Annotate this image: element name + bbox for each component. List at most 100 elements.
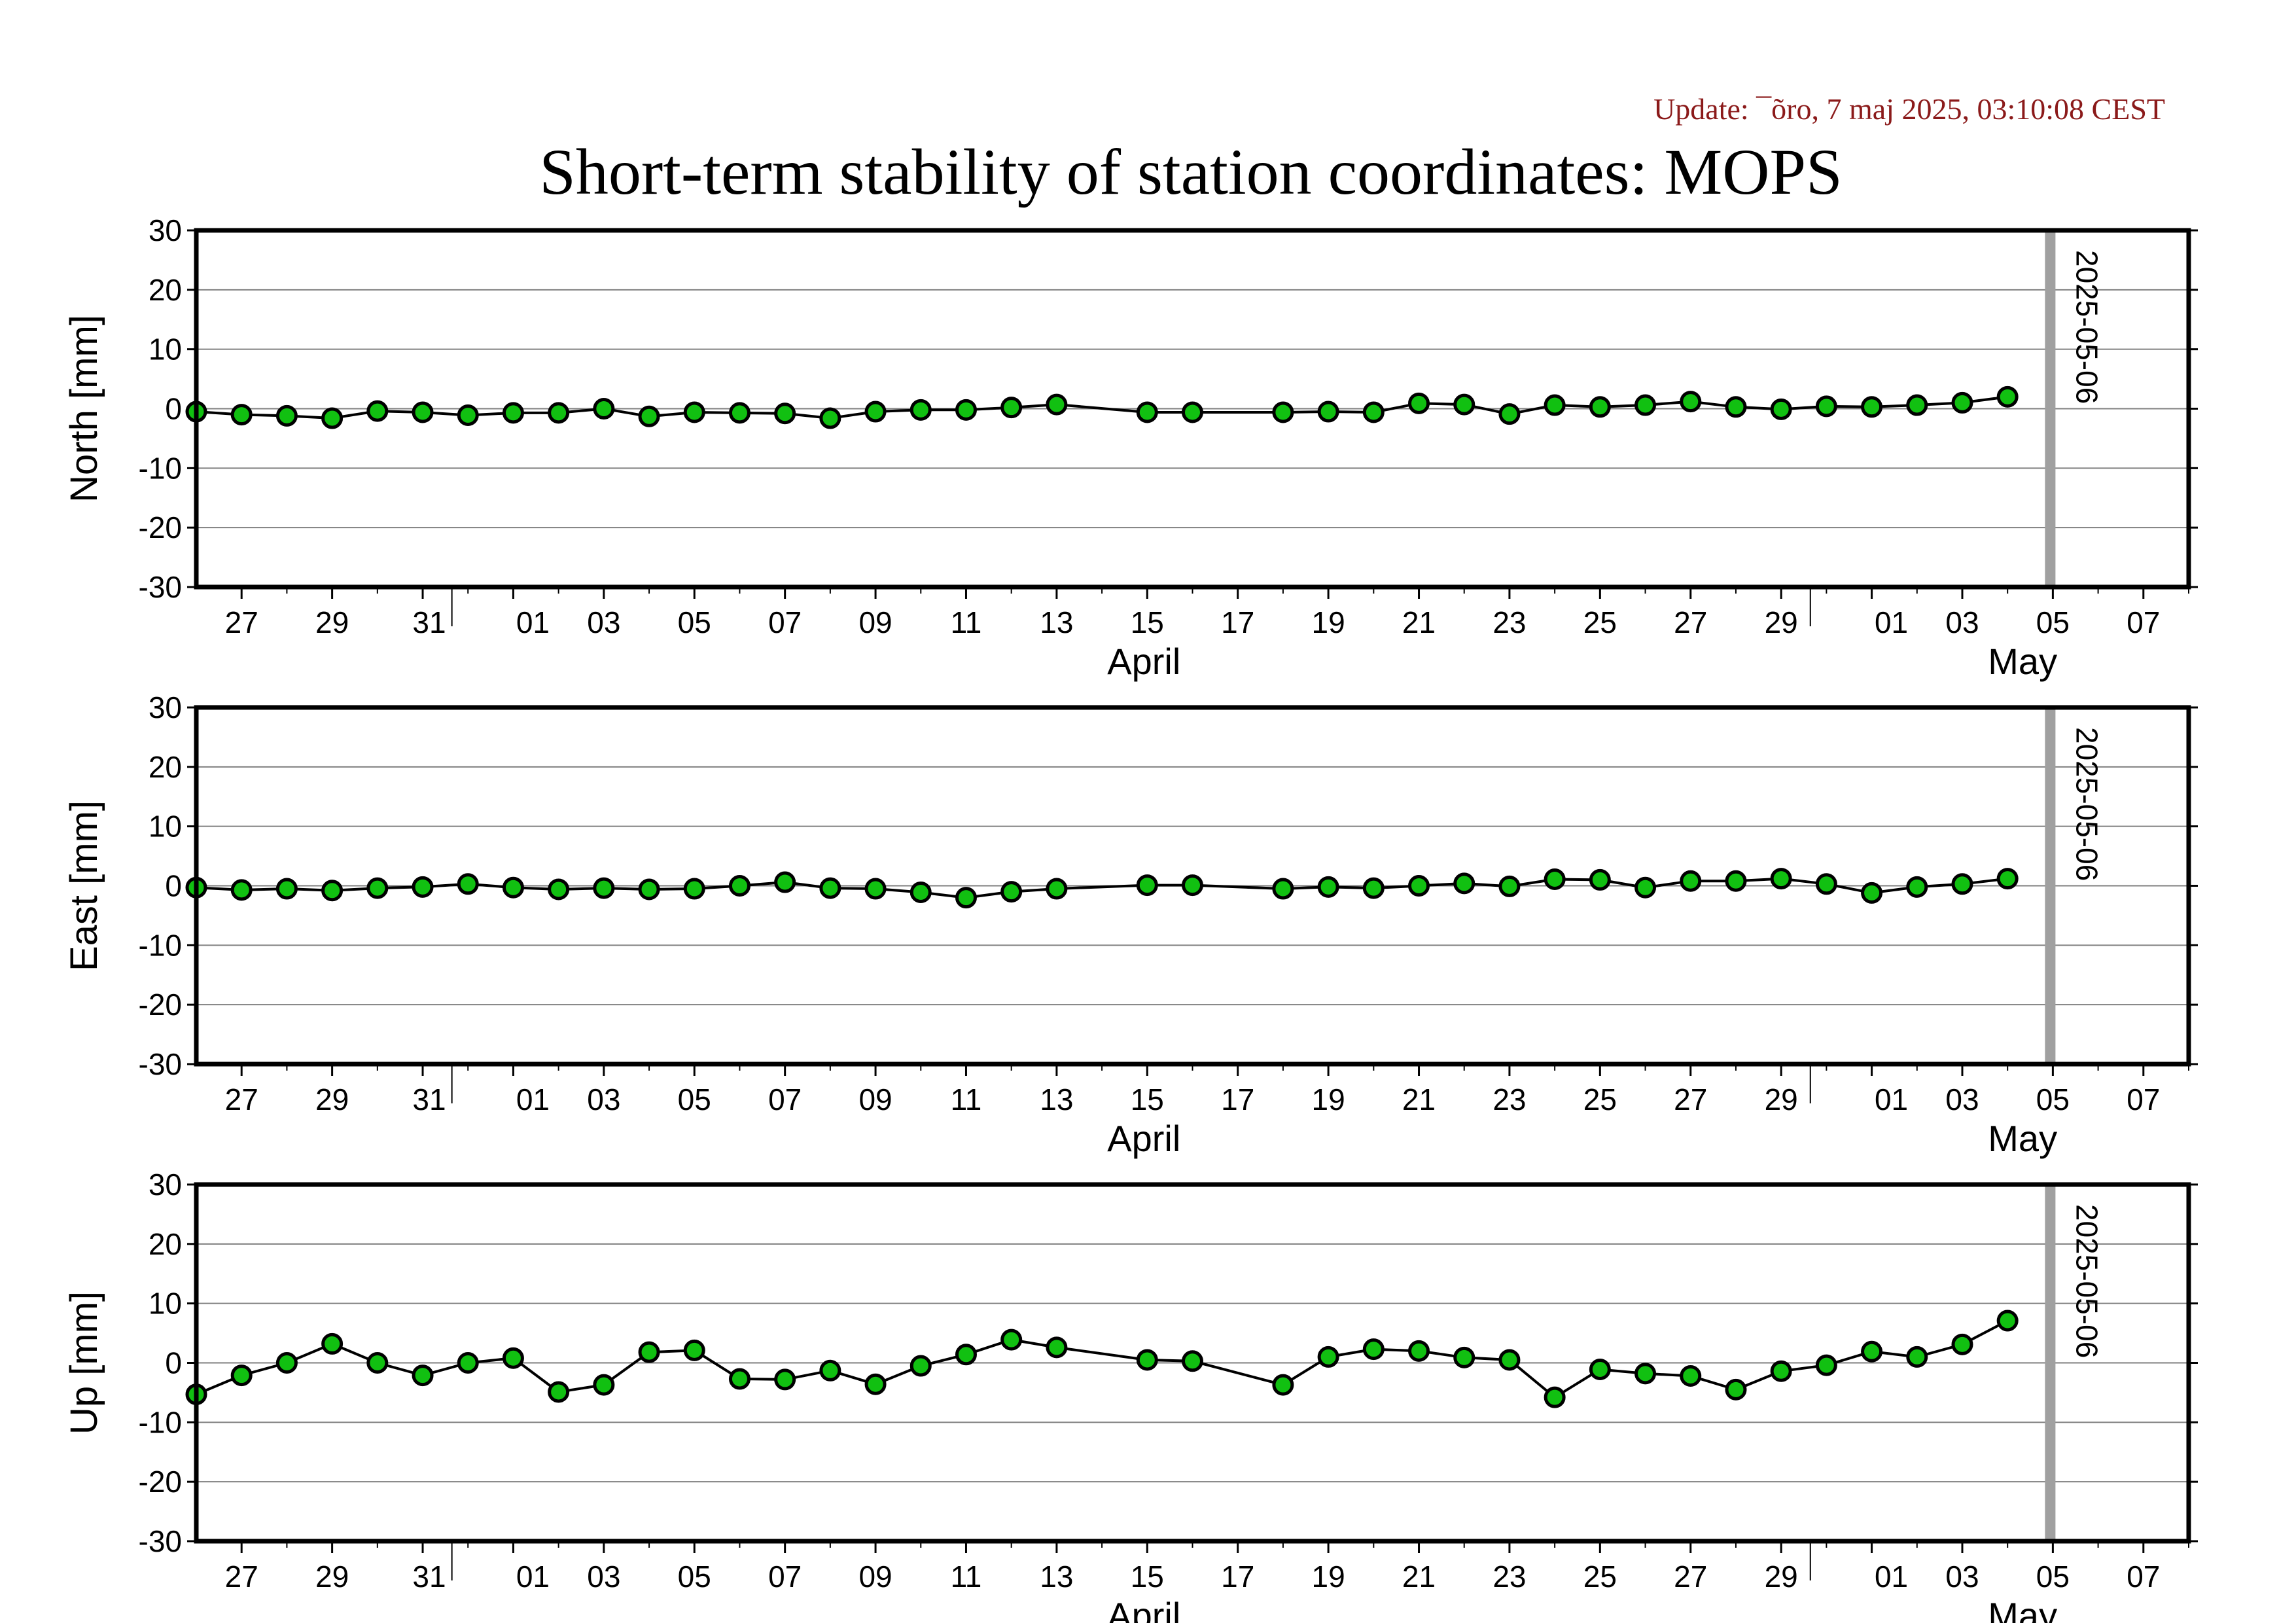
y-tick-label: 20 — [149, 273, 182, 307]
x-tick-label: 03 — [1945, 1560, 1979, 1594]
y-tick-label: -30 — [139, 570, 182, 604]
x-tick-label: 03 — [587, 605, 620, 639]
data-point — [548, 402, 570, 424]
data-point — [502, 402, 524, 424]
data-point — [1498, 403, 1521, 425]
data-point — [457, 873, 479, 895]
data-point — [774, 1368, 796, 1391]
data-point — [1362, 1338, 1385, 1361]
x-tick-label: 19 — [1312, 1082, 1345, 1116]
data-point — [1589, 1358, 1611, 1380]
y-axis-title: North [mm] — [63, 315, 105, 503]
y-tick-label: -30 — [139, 1047, 182, 1081]
x-tick-label: 03 — [587, 1082, 620, 1116]
data-point — [910, 1355, 932, 1377]
x-tick-label: 21 — [1402, 1560, 1436, 1594]
data-point — [1951, 1333, 1973, 1355]
data-point — [1362, 877, 1385, 899]
data-point — [864, 401, 887, 423]
x-tick-label: 05 — [2036, 1560, 2070, 1594]
data-point — [638, 1341, 660, 1363]
data-point — [548, 878, 570, 901]
x-tick-label: 27 — [225, 1560, 258, 1594]
data-point — [321, 1332, 344, 1355]
data-point — [1182, 1350, 1203, 1372]
x-tick-label: 27 — [1674, 1560, 1707, 1594]
data-point — [502, 876, 524, 899]
x-tick-label: 23 — [1492, 1560, 1526, 1594]
data-point — [1725, 1378, 1747, 1400]
data-point — [1815, 395, 1837, 418]
y-tick-label: 0 — [165, 869, 182, 903]
data-point — [230, 879, 253, 901]
data-point — [366, 877, 389, 899]
data-point — [638, 878, 660, 901]
data-point — [1906, 394, 1928, 416]
data-point — [502, 1347, 524, 1369]
x-tick-label: 27 — [225, 1082, 258, 1116]
data-point — [1046, 878, 1068, 900]
data-point — [1136, 1349, 1158, 1371]
data-point — [412, 876, 434, 898]
data-point — [910, 399, 932, 421]
x-tick-label: 21 — [1402, 1082, 1436, 1116]
data-point — [683, 878, 705, 900]
y-tick-label: 20 — [149, 750, 182, 784]
data-point — [1408, 1340, 1430, 1362]
x-tick-label: 29 — [315, 605, 349, 639]
x-tick-label: 01 — [1875, 1560, 1908, 1594]
x-tick-label: 23 — [1492, 1082, 1526, 1116]
data-point — [1996, 868, 2019, 890]
x-tick-label: 23 — [1492, 605, 1526, 639]
x-tick-label: 27 — [1674, 605, 1707, 639]
data-point — [1272, 878, 1294, 900]
x-tick-label: 03 — [1945, 605, 1979, 639]
x-tick-label: 15 — [1131, 1560, 1164, 1594]
y-tick-label: 10 — [149, 332, 182, 366]
data-point — [1770, 868, 1792, 890]
data-point — [864, 1373, 887, 1395]
data-point — [275, 878, 298, 900]
x-tick-label: 03 — [587, 1560, 620, 1594]
x-tick-label: 27 — [225, 605, 258, 639]
y-axis-title: Up [mm] — [63, 1291, 105, 1435]
x-tick-label: 13 — [1040, 1082, 1073, 1116]
data-point — [1906, 876, 1928, 898]
data-point — [1725, 396, 1747, 418]
x-tick-label: 01 — [516, 605, 550, 639]
data-point — [683, 1339, 705, 1361]
data-point — [1000, 397, 1023, 419]
data-point — [1861, 882, 1883, 904]
data-point — [819, 1359, 841, 1382]
data-point — [548, 1381, 570, 1403]
x-tick-label: 25 — [1583, 605, 1617, 639]
x-tick-label: 13 — [1040, 1560, 1073, 1594]
data-point — [1815, 873, 1837, 895]
plot-frame — [194, 1182, 2191, 1544]
month-label: April — [1107, 641, 1180, 682]
x-tick-label: 15 — [1131, 1082, 1164, 1116]
data-point — [1408, 875, 1430, 897]
data-point — [1906, 1346, 1928, 1368]
data-point — [728, 402, 751, 424]
y-tick-label: -20 — [139, 1465, 182, 1499]
y-tick-label: 0 — [165, 392, 182, 426]
data-point — [910, 881, 932, 903]
data-point — [955, 399, 977, 421]
data-point — [1634, 1363, 1657, 1385]
data-point — [1046, 1336, 1068, 1359]
x-tick-label: 21 — [1402, 605, 1436, 639]
data-point — [321, 880, 344, 902]
east-panel: 30 20 10 0 -10 -20 -30 East [mm] 27 29 31 01 03 05 07 0… — [63, 690, 2198, 1159]
data-point — [864, 878, 887, 900]
x-tick-label: 03 — [1945, 1082, 1979, 1116]
chart-title: Short-term stability of station coordina… — [539, 135, 1843, 208]
x-tick-label: 17 — [1221, 1560, 1254, 1594]
data-point — [683, 401, 705, 423]
data-point — [1996, 385, 2019, 408]
data-point — [1815, 1354, 1837, 1376]
x-tick-label: 07 — [2127, 1082, 2160, 1116]
x-tick-label: 09 — [858, 605, 892, 639]
data-point — [1680, 870, 1702, 892]
